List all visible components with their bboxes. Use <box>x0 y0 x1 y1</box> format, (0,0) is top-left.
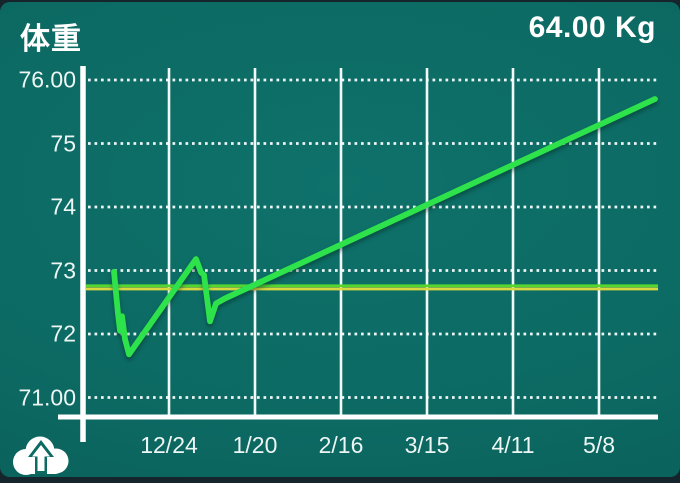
y-tick-label: 71.00 <box>18 384 76 410</box>
y-tick-label: 74 <box>50 193 76 220</box>
y-tick-label: 76.00 <box>18 66 76 93</box>
y-tick-label: 73 <box>50 257 76 283</box>
x-tick-label: 4/11 <box>491 432 535 458</box>
y-tick-label: 72 <box>50 320 76 347</box>
y-tick-label: 75 <box>50 130 76 156</box>
cloud-upload-button[interactable] <box>6 430 76 477</box>
x-tick-label: 3/15 <box>404 432 450 458</box>
x-tick-label: 1/20 <box>232 432 278 458</box>
current-weight-value: 64.00 Kg <box>528 11 656 44</box>
x-tick-label: 2/16 <box>318 432 364 458</box>
page-title: 体重 <box>20 23 82 56</box>
x-tick-label: 12/24 <box>140 432 198 458</box>
cloud-upload-icon <box>6 436 76 477</box>
x-tick-label: 5/8 <box>583 432 615 458</box>
weight-series-line <box>111 96 658 358</box>
